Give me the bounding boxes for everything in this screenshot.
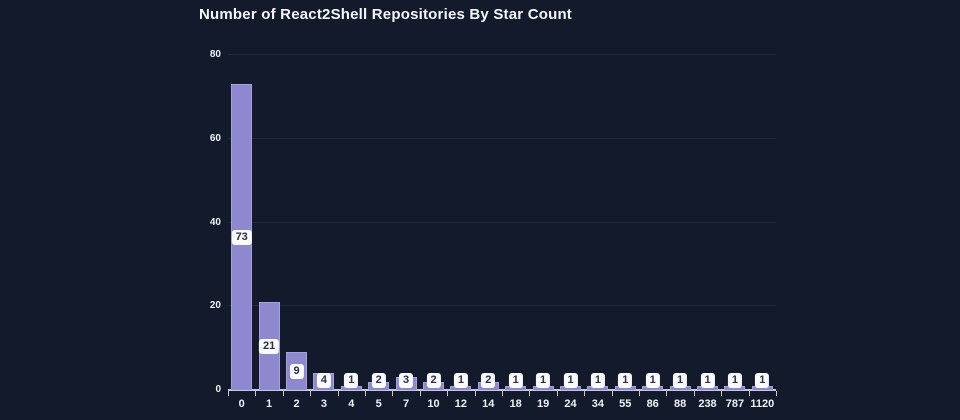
bar-value-label: 9	[289, 364, 304, 380]
bar-value-label: 2	[371, 373, 386, 388]
x-axis-tick-label: 14	[482, 398, 495, 410]
bar-value-label: 1	[673, 373, 688, 388]
x-axis-tick	[419, 391, 421, 396]
x-axis-tick-label: 34	[591, 398, 605, 410]
x-axis-tick	[721, 391, 723, 396]
x-axis-tick-label: 12	[454, 398, 468, 410]
x-axis-tick	[474, 391, 476, 396]
x-axis-tick-label: 0	[238, 398, 245, 410]
bar-value-label: 2	[426, 373, 441, 388]
bar-value-label: 1	[563, 373, 578, 388]
bar-value-label: 1	[755, 373, 770, 388]
chart-title: Number of React2Shell Repositories By St…	[199, 6, 573, 23]
x-axis-tick	[529, 391, 531, 396]
y-axis-tick-label: 80	[209, 49, 221, 60]
x-axis-tick-label: 18	[509, 398, 522, 410]
x-axis-tick	[310, 391, 312, 396]
y-gridline	[228, 54, 776, 55]
y-gridline	[228, 221, 776, 223]
x-axis-tick	[639, 391, 640, 396]
x-axis-tick-label: 238	[698, 398, 717, 410]
plot-area: 0 20 40 60 80 73 0 21 1 9 2 4 3 1 4 2 5 3 7 2 10 1 12 2 14 1 18 1 19…	[210, 49, 777, 410]
x-axis-tick	[392, 391, 394, 396]
x-axis-line	[228, 389, 776, 391]
x-axis-tick-label: 24	[564, 398, 577, 410]
y-gridline	[228, 137, 776, 139]
bar-value-label: 1	[508, 373, 523, 388]
x-axis-tick-label: 10	[427, 398, 440, 410]
bar-value-label: 1	[727, 373, 742, 388]
x-axis-tick	[502, 391, 503, 396]
bar-value-label: 1	[536, 373, 551, 388]
x-axis-tick	[228, 391, 229, 396]
x-axis-tick	[666, 391, 668, 396]
y-gridline	[228, 305, 776, 307]
x-axis-tick-label: 55	[619, 398, 632, 410]
x-axis-tick	[365, 391, 366, 396]
x-axis-tick	[776, 391, 777, 396]
x-axis-tick-label: 5	[375, 398, 382, 410]
bar-value-label: 1	[344, 373, 359, 388]
x-axis-tick	[282, 391, 284, 396]
x-axis-tick	[611, 391, 613, 396]
x-axis-tick-label: 787	[725, 398, 745, 410]
x-axis-tick	[255, 391, 257, 396]
x-axis-tick	[556, 391, 558, 396]
bar-value-label: 73	[231, 230, 252, 246]
bar-value-label: 3	[399, 373, 414, 388]
x-axis-tick-label: 3	[320, 398, 327, 410]
x-axis-tick	[693, 391, 695, 396]
bar-value-label: 2	[481, 373, 496, 388]
y-axis-tick-label: 20	[209, 300, 221, 312]
x-axis-tick	[748, 391, 750, 396]
bar-value-label: 1	[453, 373, 468, 388]
y-axis-tick-label: 60	[209, 132, 221, 144]
x-axis-tick-label: 4	[348, 398, 355, 410]
bar-value-label: 1	[645, 373, 660, 388]
x-axis-tick-label: 2	[293, 398, 300, 410]
x-axis-tick	[337, 391, 339, 396]
x-axis-tick-label: 88	[673, 398, 687, 410]
y-axis-tick-label: 0	[215, 384, 221, 395]
bar-value-label: 1	[618, 373, 633, 388]
bar-value-label: 21	[258, 339, 280, 355]
x-axis-tick	[447, 391, 449, 396]
x-axis-tick	[584, 391, 586, 396]
x-axis-tick-label: 86	[646, 398, 659, 410]
x-axis-tick-label: 1120	[750, 398, 775, 410]
x-axis-tick-label: 1	[266, 398, 273, 410]
bar-value-label: 1	[700, 373, 715, 388]
bar-value-label: 4	[316, 373, 331, 388]
x-axis-tick-label: 7	[403, 398, 410, 410]
bar-value-label: 1	[590, 373, 605, 388]
x-axis-tick-label: 19	[536, 398, 550, 410]
y-axis-tick-label: 40	[209, 216, 221, 228]
